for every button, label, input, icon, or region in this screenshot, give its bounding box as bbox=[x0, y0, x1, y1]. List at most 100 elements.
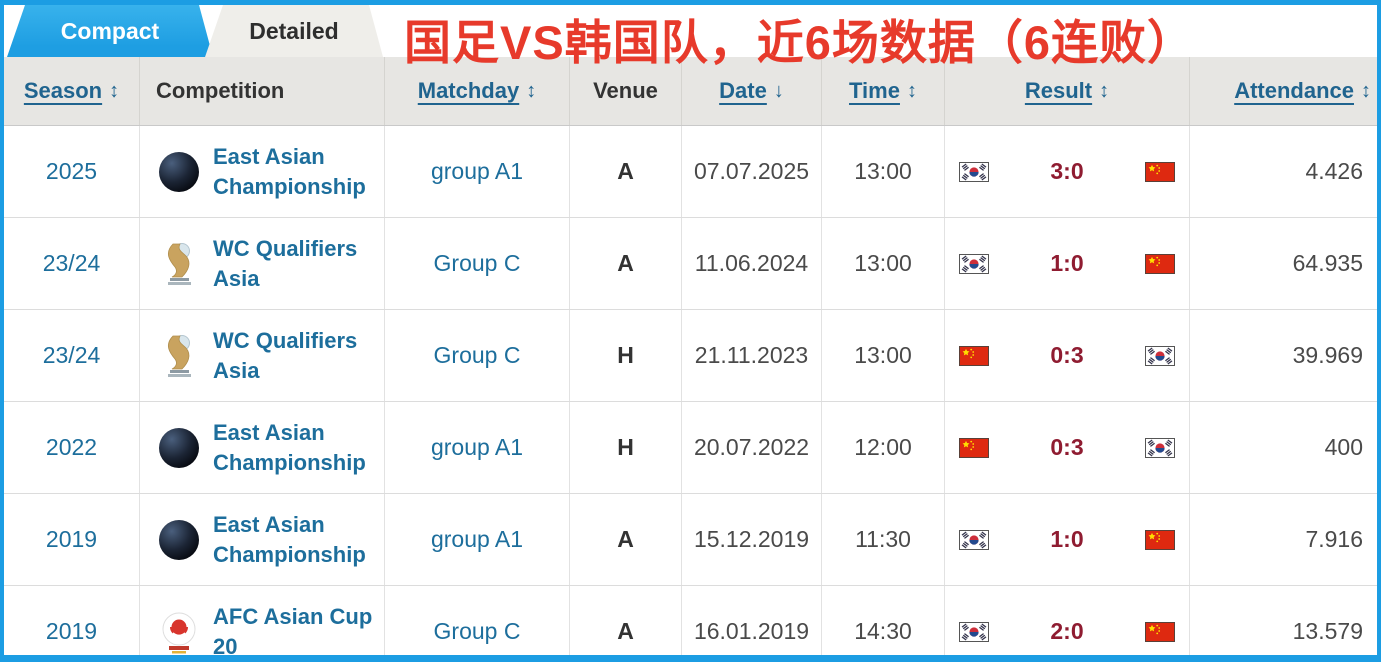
attendance-cell: 13.579 bbox=[1292, 618, 1363, 644]
overlay-caption: 国足VS韩国队，近6场数据（6连败） bbox=[404, 16, 1195, 69]
flag-cn-icon bbox=[1145, 529, 1175, 550]
afc-asian-cup-logo-icon bbox=[158, 609, 200, 655]
attendance-cell: 7.916 bbox=[1305, 526, 1363, 552]
competition-cell: East Asian Championship bbox=[140, 494, 385, 585]
header-matchday-sort[interactable]: Matchday ↕ bbox=[385, 57, 570, 125]
date-cell: 16.01.2019 bbox=[682, 586, 822, 655]
competition-link[interactable]: East Asian Championship bbox=[213, 420, 366, 475]
season-link[interactable]: 2022 bbox=[4, 402, 140, 493]
matchday-link[interactable]: Group C bbox=[385, 218, 570, 309]
date-cell: 21.11.2023 bbox=[682, 310, 822, 401]
matchday-link[interactable]: Group C bbox=[385, 586, 570, 655]
table-row: 2025 East Asian Championship group A1 A … bbox=[4, 126, 1377, 218]
venue-cell: H bbox=[570, 402, 682, 493]
header-time-sort[interactable]: Time ↕ bbox=[822, 57, 945, 125]
result-cell: 3:0 bbox=[945, 126, 1190, 217]
tab-detailed[interactable]: Detailed bbox=[205, 5, 383, 57]
sort-down-icon: ↓ bbox=[773, 79, 784, 102]
header-date-sort[interactable]: Date ↓ bbox=[682, 57, 822, 125]
flag-kr-icon bbox=[959, 161, 989, 182]
result-cell: 0:3 bbox=[945, 402, 1190, 493]
venue-cell: A bbox=[570, 494, 682, 585]
flag-kr-icon bbox=[1145, 345, 1175, 366]
time-cell: 13:00 bbox=[822, 310, 945, 401]
wc-qualifiers-asia-logo-icon bbox=[158, 241, 200, 287]
east-asian-championship-logo-icon bbox=[158, 149, 200, 195]
time-cell: 13:00 bbox=[822, 126, 945, 217]
competition-link[interactable]: WC Qualifiers Asia bbox=[213, 328, 358, 383]
table-row: 2019 AFC Asian Cup 20 Group C A 16.01.20… bbox=[4, 586, 1377, 655]
competition-link[interactable]: East Asian Championship bbox=[213, 144, 366, 199]
east-asian-championship-logo-icon bbox=[158, 425, 200, 471]
header-season-sort[interactable]: Season ↕ bbox=[4, 57, 140, 125]
attendance-cell: 39.969 bbox=[1292, 342, 1363, 368]
matchday-link[interactable]: group A1 bbox=[385, 126, 570, 217]
season-link[interactable]: 23/24 bbox=[4, 310, 140, 401]
date-cell: 11.06.2024 bbox=[682, 218, 822, 309]
competition-link[interactable]: AFC Asian Cup 20 bbox=[213, 604, 373, 655]
header-attendance-sort[interactable]: Attendance ↕ bbox=[1234, 78, 1371, 103]
tab-compact[interactable]: Compact bbox=[7, 5, 213, 57]
header-result-sort[interactable]: Result ↕ bbox=[945, 57, 1190, 125]
header-venue: Venue bbox=[570, 57, 682, 125]
venue-cell: A bbox=[570, 586, 682, 655]
flag-cn-icon bbox=[959, 437, 989, 458]
result-cell: 2:0 bbox=[945, 586, 1190, 655]
date-cell: 20.07.2022 bbox=[682, 402, 822, 493]
flag-kr-icon bbox=[959, 529, 989, 550]
season-link[interactable]: 2019 bbox=[4, 494, 140, 585]
result-cell: 0:3 bbox=[945, 310, 1190, 401]
table-row: 2019 East Asian Championship group A1 A … bbox=[4, 494, 1377, 586]
matchday-link[interactable]: group A1 bbox=[385, 494, 570, 585]
time-cell: 11:30 bbox=[822, 494, 945, 585]
attendance-cell: 400 bbox=[1324, 434, 1363, 460]
competition-cell: WC Qualifiers Asia bbox=[140, 310, 385, 401]
sort-updown-icon: ↕ bbox=[109, 79, 120, 102]
flag-cn-icon bbox=[1145, 621, 1175, 642]
sort-updown-icon: ↕ bbox=[906, 79, 917, 102]
date-cell: 07.07.2025 bbox=[682, 126, 822, 217]
season-link[interactable]: 2025 bbox=[4, 126, 140, 217]
flag-cn-icon bbox=[1145, 253, 1175, 274]
result-score-link[interactable]: 1:0 bbox=[1050, 250, 1084, 276]
season-link[interactable]: 2019 bbox=[4, 586, 140, 655]
time-cell: 12:00 bbox=[822, 402, 945, 493]
competition-cell: WC Qualifiers Asia bbox=[140, 218, 385, 309]
header-competition: Competition bbox=[140, 57, 385, 125]
sort-updown-icon: ↕ bbox=[1099, 79, 1110, 102]
wc-qualifiers-asia-logo-icon bbox=[158, 333, 200, 379]
season-link[interactable]: 23/24 bbox=[4, 218, 140, 309]
table-body: 2025 East Asian Championship group A1 A … bbox=[4, 126, 1377, 655]
competition-link[interactable]: WC Qualifiers Asia bbox=[213, 236, 358, 291]
table-row: 23/24 WC Qualifiers Asia Group C A 11.06… bbox=[4, 218, 1377, 310]
competition-cell: East Asian Championship bbox=[140, 126, 385, 217]
sort-updown-icon: ↕ bbox=[526, 79, 537, 102]
result-score-link[interactable]: 2:0 bbox=[1050, 618, 1084, 644]
result-score-link[interactable]: 1:0 bbox=[1050, 526, 1084, 552]
competition-link[interactable]: East Asian Championship bbox=[213, 512, 366, 567]
date-cell: 15.12.2019 bbox=[682, 494, 822, 585]
table-row: 23/24 WC Qualifiers Asia Group C H 21.11… bbox=[4, 310, 1377, 402]
result-score-link[interactable]: 3:0 bbox=[1050, 158, 1084, 184]
flag-kr-icon bbox=[959, 253, 989, 274]
flag-kr-icon bbox=[959, 621, 989, 642]
result-score-link[interactable]: 0:3 bbox=[1050, 434, 1084, 460]
attendance-cell: 4.426 bbox=[1305, 158, 1363, 184]
sort-updown-icon: ↕ bbox=[1361, 79, 1371, 102]
competition-cell: East Asian Championship bbox=[140, 402, 385, 493]
tab-bar: Compact Detailed bbox=[4, 5, 1377, 57]
matchday-link[interactable]: group A1 bbox=[385, 402, 570, 493]
flag-cn-icon bbox=[1145, 161, 1175, 182]
table-row: 2022 East Asian Championship group A1 H … bbox=[4, 402, 1377, 494]
venue-cell: H bbox=[570, 310, 682, 401]
flag-kr-icon bbox=[1145, 437, 1175, 458]
result-score-link[interactable]: 0:3 bbox=[1050, 342, 1084, 368]
venue-cell: A bbox=[570, 126, 682, 217]
matchday-link[interactable]: Group C bbox=[385, 310, 570, 401]
attendance-cell: 64.935 bbox=[1292, 250, 1363, 276]
result-cell: 1:0 bbox=[945, 494, 1190, 585]
result-cell: 1:0 bbox=[945, 218, 1190, 309]
table-header-row: Season ↕ Competition Matchday ↕ Venue Date… bbox=[4, 57, 1377, 126]
east-asian-championship-logo-icon bbox=[158, 517, 200, 563]
